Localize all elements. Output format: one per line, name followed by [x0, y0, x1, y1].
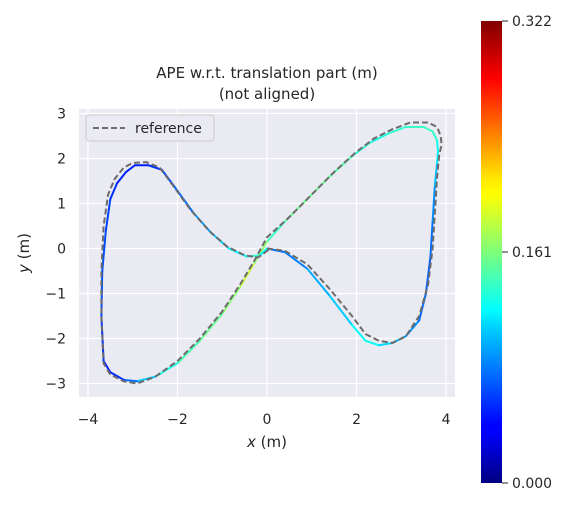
x-tick-label: 2	[352, 412, 361, 428]
colorbar-gradient	[481, 21, 502, 483]
trajectory-segment	[431, 184, 436, 223]
x-tick-labels: −4 −2 0 2 4	[78, 412, 451, 428]
trajectory-segment	[122, 378, 139, 383]
colorbar-tick-label: 0.322	[512, 14, 552, 30]
y-tick-label: 0	[57, 242, 66, 258]
trajectory-segment	[328, 294, 354, 326]
colorbar-ticks: 0.000 0.161 0.322	[502, 14, 552, 492]
y-tick-label: 2	[57, 152, 66, 168]
trajectory-segment	[436, 150, 439, 164]
trajectory-segment	[221, 285, 242, 315]
trajectory-segment	[176, 339, 201, 365]
trajectory-segment	[101, 229, 107, 272]
trajectory-segment	[436, 139, 439, 153]
trajectory-segment	[429, 220, 434, 259]
chart-title: APE w.r.t. translation part (m)	[156, 64, 377, 82]
trajectory-segment	[364, 339, 380, 347]
reference-line	[100, 121, 443, 385]
trajectory-segment	[192, 211, 213, 234]
trajectory-segment	[198, 312, 224, 342]
chart-subtitle: (not aligned)	[219, 85, 315, 103]
reference-series	[100, 121, 443, 385]
y-tick-labels: −3 −2 −1 0 1 2 3	[45, 107, 66, 393]
y-tick-label: −1	[45, 287, 66, 303]
legend-reference-label: reference	[135, 121, 202, 137]
trajectory-segment	[351, 324, 367, 342]
legend-box	[85, 114, 215, 142]
trajectory-segment	[368, 132, 389, 144]
x-tick-label: 4	[442, 412, 451, 428]
trajectory-segment	[259, 247, 268, 257]
x-tick-label: −2	[167, 412, 188, 428]
trajectory-segment	[109, 182, 119, 200]
trajectory-segment	[102, 360, 112, 374]
trajectory-segment	[433, 162, 439, 187]
x-tick-label: −4	[78, 412, 99, 428]
y-tick-label: −3	[45, 377, 66, 393]
legend: reference	[85, 114, 215, 142]
trajectory-segment	[431, 130, 439, 142]
y-tick-label: 1	[57, 197, 66, 213]
y-tick-label: 3	[57, 107, 66, 123]
grid-lines	[79, 109, 455, 397]
trajectory-segment	[422, 126, 434, 133]
y-axis-label: y (m)	[15, 233, 33, 274]
trajectory-segment	[377, 342, 394, 347]
trajectory-segment	[424, 256, 432, 295]
colorbar-tick-label: 0.161	[512, 245, 552, 261]
trajectory-segment	[386, 126, 407, 135]
x-axis-label: x (m)	[246, 433, 287, 451]
trajectory-segment	[104, 198, 112, 232]
trajectory-segment	[116, 171, 127, 185]
colorbar: 0.000 0.161 0.322	[481, 14, 552, 492]
trajectory-segment	[283, 251, 309, 270]
trajectory-segment	[306, 267, 331, 297]
trajectory-segment	[109, 371, 125, 381]
y-tick-label: −2	[45, 332, 66, 348]
trajectory-segment	[252, 240, 268, 266]
colorbar-tick-label: 0.000	[512, 476, 552, 492]
trajectory-segment	[239, 263, 255, 288]
trajectory-segment	[125, 164, 136, 173]
x-tick-label: 0	[263, 412, 272, 428]
